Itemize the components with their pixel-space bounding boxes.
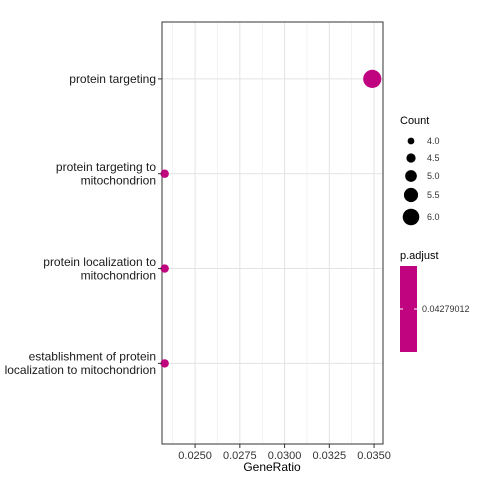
x-axis-title: GeneRatio [243, 460, 301, 474]
count-legend-key [402, 208, 420, 226]
x-tick-label: 0.0250 [178, 450, 212, 462]
count-legend-key [407, 137, 415, 145]
data-point [363, 69, 382, 88]
count-legend-key [405, 170, 417, 182]
y-category-label-line: mitochondrion [81, 173, 156, 187]
p-adjust-legend-label: 0.04279012 [422, 304, 470, 314]
x-axis: 0.0250 0.0275 0.0300 0.0325 0.0350 [178, 444, 391, 462]
x-tick-label: 0.0300 [268, 450, 302, 462]
p-adjust-color-bar [400, 266, 417, 352]
y-category-label-line: protein targeting to [56, 160, 156, 174]
count-legend-key [406, 153, 416, 163]
plot-panel-border [161, 21, 384, 445]
data-point [160, 169, 169, 178]
count-legend: Count 4.0 4.5 5.0 5.5 6.0 [400, 115, 440, 226]
count-legend-key [403, 187, 419, 203]
y-category-label-line: mitochondrion [81, 268, 156, 282]
p-adjust-legend: p.adjust 0.04279012 [400, 250, 470, 352]
y-category-label: protein targeting to mitochondrion [56, 160, 156, 188]
data-points [160, 69, 382, 368]
count-legend-label: 5.5 [427, 190, 440, 200]
count-legend-title: Count [400, 115, 429, 127]
data-point [160, 359, 169, 368]
y-category-label: protein targeting [69, 72, 156, 86]
x-tick-label: 0.0275 [223, 450, 257, 462]
y-category-label-line: establishment of protein [29, 350, 156, 364]
y-category-label: establishment of protein localization to … [5, 350, 156, 378]
y-category-label: protein localization to mitochondrion [43, 255, 156, 283]
grid-lines [162, 22, 383, 444]
data-point [160, 264, 169, 273]
p-adjust-legend-title: p.adjust [400, 250, 439, 262]
x-tick-label: 0.0350 [357, 450, 391, 462]
y-category-label-line: localization to mitochondrion [5, 363, 156, 377]
count-legend-label: 4.0 [427, 136, 440, 146]
x-tick-label: 0.0325 [312, 450, 346, 462]
count-legend-label: 5.0 [427, 171, 440, 181]
count-legend-label: 4.5 [427, 153, 440, 163]
y-category-label-line: protein localization to [43, 255, 156, 269]
count-legend-label: 6.0 [427, 212, 440, 222]
y-category-label-line: protein targeting [69, 72, 156, 86]
